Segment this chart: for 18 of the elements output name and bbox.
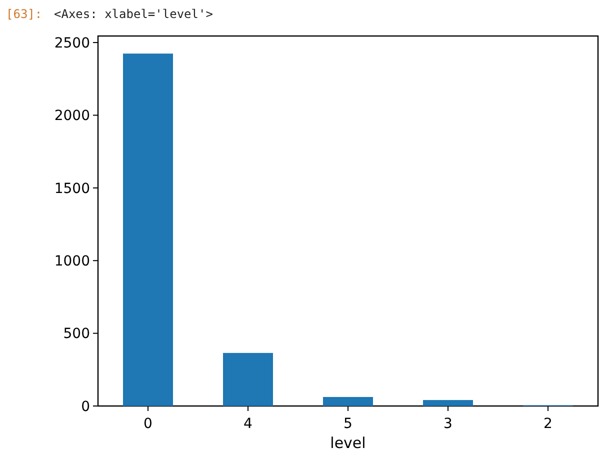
- y-tick-label: 500: [63, 326, 90, 342]
- bar: [323, 396, 373, 406]
- x-tick-label: 0: [144, 416, 152, 432]
- x-tick-label: 5: [344, 416, 352, 432]
- y-tick-label: 0: [81, 398, 90, 415]
- bar: [423, 400, 473, 406]
- text: <Axes: xlabel='level'>: [54, 7, 213, 21]
- x-tick-label: 2: [544, 416, 552, 432]
- y-tick-label: 2500: [54, 35, 90, 52]
- y-tick-label: 2000: [54, 108, 90, 124]
- y-tick-label: 1500: [54, 180, 90, 197]
- y-tick-label: 1000: [54, 254, 90, 270]
- x-tick-label: 4: [244, 416, 253, 432]
- x-axis-title: level: [330, 434, 366, 452]
- bar: [223, 352, 273, 406]
- x-tick-label: 3: [444, 416, 452, 432]
- text: [63]:: [6, 7, 42, 21]
- bar: [123, 54, 173, 406]
